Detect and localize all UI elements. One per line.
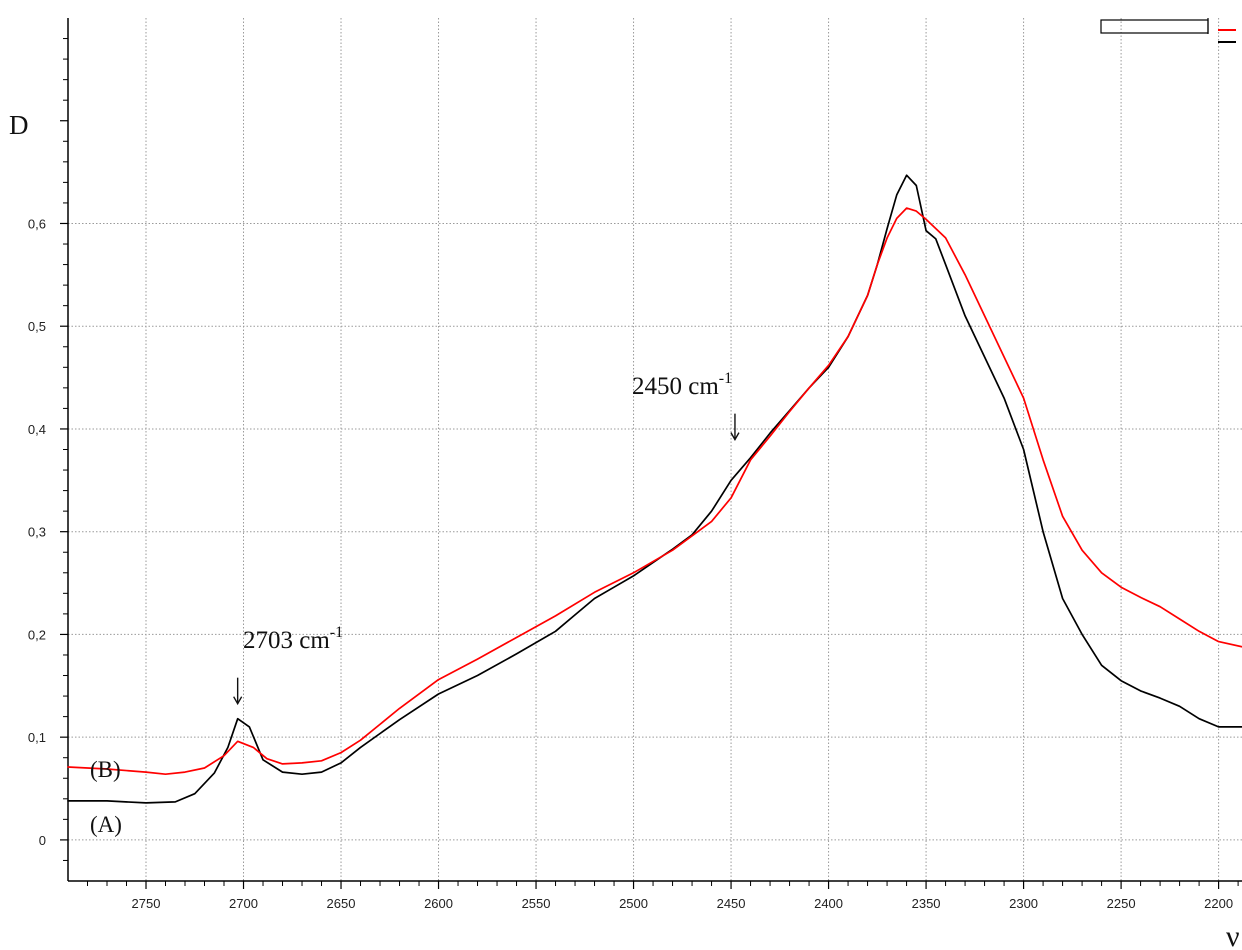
y-tick-label: 0 bbox=[39, 833, 46, 848]
x-tick-label: 2550 bbox=[522, 896, 551, 911]
arrow-head bbox=[730, 432, 740, 442]
x-tick-label: 2350 bbox=[912, 896, 941, 911]
x-tick-label: 2500 bbox=[619, 896, 648, 911]
x-tick-label: 2750 bbox=[132, 896, 161, 911]
annotation-2703-sup: -1 bbox=[330, 624, 343, 641]
x-tick-label: 2650 bbox=[327, 896, 356, 911]
x-axis-label: ν bbox=[1226, 920, 1240, 950]
y-tick-label: 0,4 bbox=[28, 422, 46, 437]
y-tick-label: 0,1 bbox=[28, 730, 46, 745]
annotation-2703-arrow bbox=[233, 677, 243, 706]
annotation-2703-text: 2703 cm-1 bbox=[243, 624, 343, 654]
curve-label-a: (A) bbox=[90, 812, 122, 837]
x-tick-label: 2200 bbox=[1204, 896, 1233, 911]
x-tick-label: 2250 bbox=[1107, 896, 1136, 911]
annotation-2450-text: 2450 cm-1 bbox=[632, 370, 732, 400]
series-b-line bbox=[67, 207, 1242, 776]
curve-label-b: (B) bbox=[90, 757, 121, 782]
y-tick-label: 0,3 bbox=[28, 525, 46, 540]
annotation-2450: 2450 cm-1 bbox=[632, 370, 740, 442]
gridlines bbox=[68, 18, 1242, 881]
x-tick-label: 2600 bbox=[424, 896, 453, 911]
y-tick-label: 0,2 bbox=[28, 627, 46, 642]
annotation-2450-label: 2450 cm bbox=[632, 373, 719, 400]
axis-ticks bbox=[60, 38, 1239, 889]
y-tick-label: 0,6 bbox=[28, 216, 46, 231]
tick-labels: 2750 2700 2650 2600 2550 2500 2450 2400 2350 2300… bbox=[28, 216, 1233, 911]
annotation-2703: 2703 cm-1 bbox=[233, 624, 343, 706]
annotation-2450-sup: -1 bbox=[719, 370, 732, 387]
arrow-head bbox=[233, 696, 243, 706]
legend-box bbox=[1100, 18, 1236, 43]
y-axis-label: D bbox=[9, 110, 29, 140]
x-tick-label: 2300 bbox=[1009, 896, 1038, 911]
x-tick-label: 2700 bbox=[229, 896, 258, 911]
series-layer bbox=[67, 174, 1242, 804]
series-a-line bbox=[67, 174, 1242, 804]
annotation-2703-label: 2703 cm bbox=[243, 627, 330, 654]
x-tick-label: 2450 bbox=[717, 896, 746, 911]
annotation-2450-arrow bbox=[730, 413, 740, 442]
x-tick-label: 2400 bbox=[814, 896, 843, 911]
y-tick-label: 0,5 bbox=[28, 319, 46, 334]
